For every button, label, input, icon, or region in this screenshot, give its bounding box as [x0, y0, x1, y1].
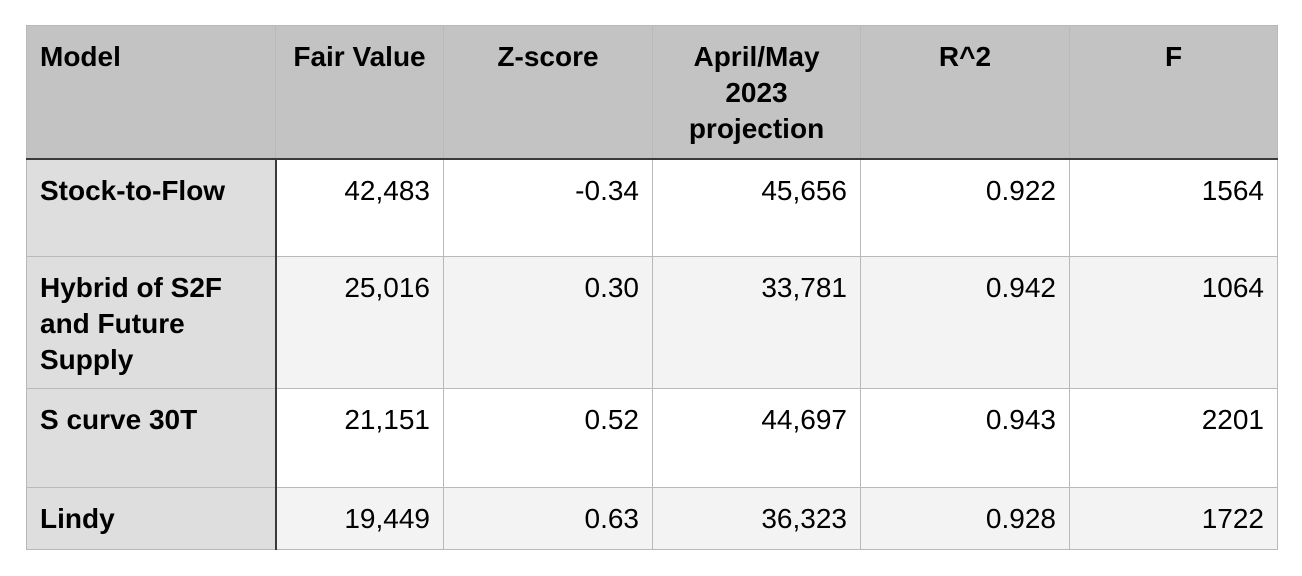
header-r-squared: R^2	[860, 25, 1070, 160]
z-score-cell: 0.63	[443, 487, 653, 550]
z-score-cell: -0.34	[443, 158, 653, 257]
header-model: Model	[26, 25, 276, 160]
r-squared-cell: 0.928	[860, 487, 1070, 550]
table-row: S curve 30T 21,151 0.52 44,697 0.943 220…	[26, 388, 1278, 488]
f-cell: 1564	[1069, 158, 1278, 257]
projection-cell: 33,781	[652, 256, 861, 389]
fair-value-cell: 25,016	[275, 256, 444, 389]
header-row: Model Fair Value Z-score April/May 2023 …	[26, 25, 1278, 160]
table-row: Stock-to-Flow 42,483 -0.34 45,656 0.922 …	[26, 158, 1278, 257]
projection-cell: 45,656	[652, 158, 861, 257]
projection-cell: 36,323	[652, 487, 861, 550]
f-cell: 1722	[1069, 487, 1278, 550]
model-comparison-table: Model Fair Value Z-score April/May 2023 …	[26, 25, 1278, 550]
z-score-cell: 0.30	[443, 256, 653, 389]
header-f: F	[1069, 25, 1278, 160]
r-squared-cell: 0.922	[860, 158, 1070, 257]
table-row: Hybrid of S2F and Future Supply 25,016 0…	[26, 256, 1278, 389]
model-name-cell: S curve 30T	[26, 388, 277, 488]
projection-cell: 44,697	[652, 388, 861, 488]
header-projection: April/May 2023 projection	[652, 25, 861, 160]
r-squared-cell: 0.942	[860, 256, 1070, 389]
header-z-score: Z-score	[443, 25, 653, 160]
f-cell: 1064	[1069, 256, 1278, 389]
model-name-cell: Lindy	[26, 487, 277, 550]
model-name-cell: Hybrid of S2F and Future Supply	[26, 256, 277, 389]
table-row: Lindy 19,449 0.63 36,323 0.928 1722	[26, 487, 1278, 550]
f-cell: 2201	[1069, 388, 1278, 488]
fair-value-cell: 21,151	[275, 388, 444, 488]
fair-value-cell: 42,483	[275, 158, 444, 257]
fair-value-cell: 19,449	[275, 487, 444, 550]
header-fair-value: Fair Value	[275, 25, 444, 160]
z-score-cell: 0.52	[443, 388, 653, 488]
model-name-cell: Stock-to-Flow	[26, 158, 277, 257]
r-squared-cell: 0.943	[860, 388, 1070, 488]
